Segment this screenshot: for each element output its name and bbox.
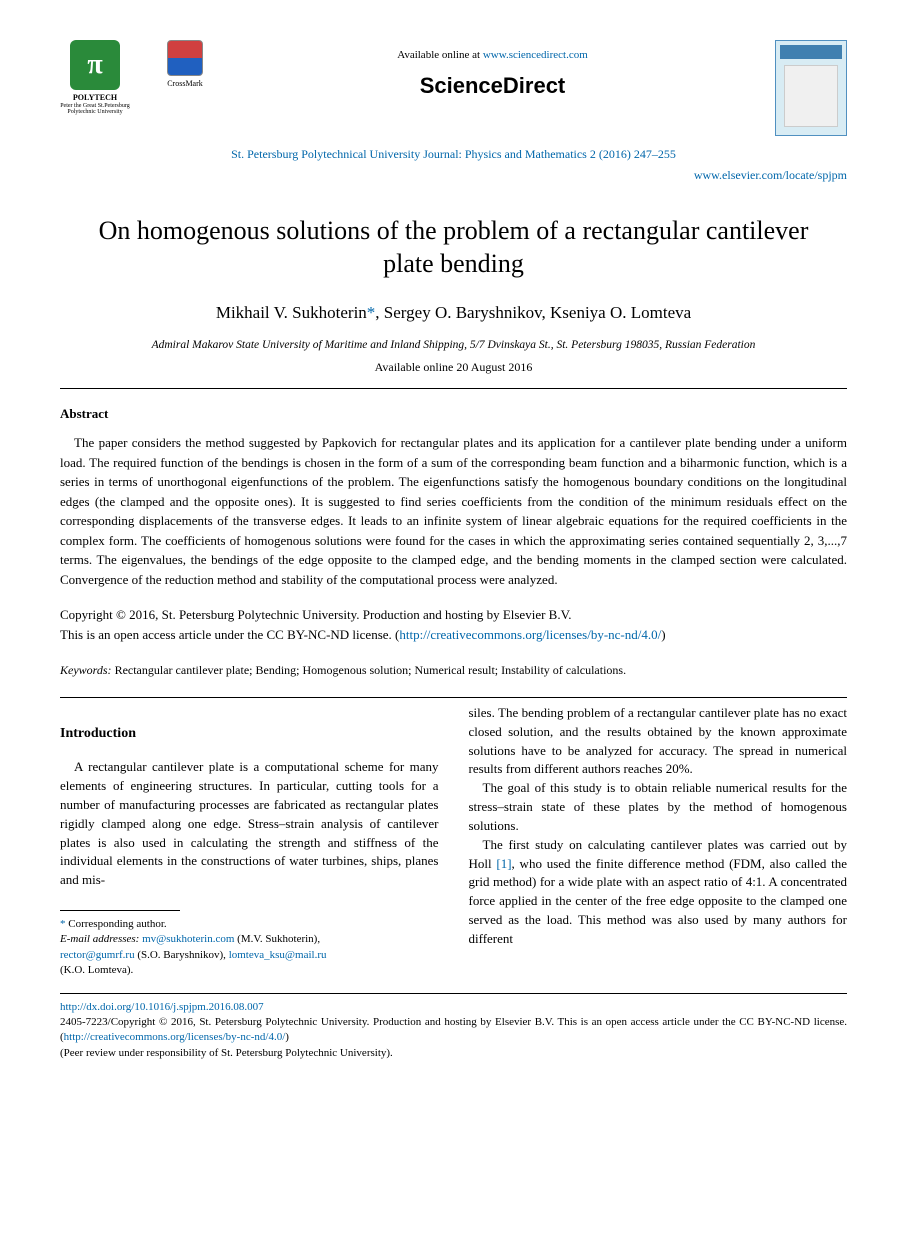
intro-p1-cont: siles. The bending problem of a rectangu… [469,704,848,779]
two-column-body: Introduction A rectangular cantilever pl… [60,704,847,979]
email-3[interactable]: lomteva_ksu@mail.ru [229,949,327,961]
pi-symbol: π [87,45,102,84]
email-name-2: (S.O. Baryshnikov), [135,949,229,961]
pi-icon: π [70,40,120,90]
column-left: Introduction A rectangular cantilever pl… [60,704,439,979]
abstract-text: The paper considers the method suggested… [60,433,847,589]
polytech-logo: π POLYTECH Peter the Great St.Petersburg… [60,40,130,116]
available-online-text: Available online at www.sciencedirect.co… [210,48,775,63]
rule-top [60,388,847,389]
journal-cover-image [784,65,838,127]
affiliation: Admiral Makarov State University of Mari… [60,337,847,353]
copyright-line2: This is an open access article under the… [60,627,399,642]
author-1: Mikhail V. Sukhoterin [216,303,367,322]
column-right: siles. The bending problem of a rectangu… [469,704,848,979]
journal-citation: St. Petersburg Polytechnical University … [60,146,847,163]
intro-p3b: , who used the finite difference method … [469,856,848,946]
copyright-block: Copyright © 2016, St. Petersburg Polytec… [60,605,847,644]
footnotes: * Corresponding author. E-mail addresses… [60,917,439,979]
bottom-license-link[interactable]: http://creativecommons.org/licenses/by-n… [64,1031,286,1043]
email-name-3: (K.O. Lomteva). [60,964,133,976]
footnote-rule [60,910,180,911]
peer-review-text: (Peer review under responsibility of St.… [60,1046,847,1061]
license-link[interactable]: http://creativecommons.org/licenses/by-n… [399,627,661,642]
sciencedirect-logo: ScienceDirect [210,71,775,102]
email-1[interactable]: mv@sukhoterin.com [142,933,234,945]
intro-p3: The first study on calculating cantileve… [469,836,848,949]
introduction-heading: Introduction [60,724,439,744]
article-title: On homogenous solutions of the problem o… [80,214,827,282]
polytech-name: POLYTECH [73,94,117,103]
left-logos: π POLYTECH Peter the Great St.Petersburg… [60,40,210,116]
center-header: Available online at www.sciencedirect.co… [210,40,775,102]
available-label: Available online at [397,49,483,61]
corresponding-text: Corresponding author. [68,918,166,930]
email-footnote: E-mail addresses: mv@sukhoterin.com (M.V… [60,932,439,978]
sciencedirect-link[interactable]: www.sciencedirect.com [483,49,588,61]
journal-cover-header [780,45,842,59]
crossmark-logo[interactable]: CrossMark [160,40,210,89]
doi-link[interactable]: http://dx.doi.org/10.1016/j.spjpm.2016.0… [60,1000,847,1015]
rule-bottom [60,993,847,994]
corresponding-footnote: * Corresponding author. [60,917,439,932]
crossmark-label: CrossMark [167,78,203,89]
email-2[interactable]: rector@gumrf.ru [60,949,135,961]
authors: Mikhail V. Sukhoterin*, Sergey O. Barysh… [60,301,847,325]
available-date: Available online 20 August 2016 [60,359,847,376]
intro-p1: A rectangular cantilever plate is a comp… [60,758,439,890]
author-sep: , Sergey O. Baryshnikov, Kseniya O. Lomt… [375,303,691,322]
keywords-block: Keywords: Rectangular cantilever plate; … [60,662,847,679]
email-label: E-mail addresses: [60,933,142,945]
polytech-subtitle: Peter the Great St.Petersburg Polytechni… [60,103,130,116]
abstract-heading: Abstract [60,405,847,423]
ref-1-link[interactable]: [1] [496,856,511,871]
elsevier-locate-link[interactable]: www.elsevier.com/locate/spjpm [60,167,847,184]
keywords-label: Keywords: [60,663,115,677]
email-name-1: (M.V. Sukhoterin), [234,933,320,945]
rule-mid [60,697,847,698]
copyright-line1: Copyright © 2016, St. Petersburg Polytec… [60,607,572,622]
bottom-copyright: 2405-7223/Copyright © 2016, St. Petersbu… [60,1015,847,1046]
intro-p2: The goal of this study is to obtain reli… [469,779,848,836]
bottom-close: ) [285,1031,289,1043]
header-row: π POLYTECH Peter the Great St.Petersburg… [60,40,847,136]
copyright-close: ) [661,627,665,642]
journal-cover-thumbnail [775,40,847,136]
crossmark-icon [167,40,203,76]
keywords-text: Rectangular cantilever plate; Bending; H… [115,663,627,677]
